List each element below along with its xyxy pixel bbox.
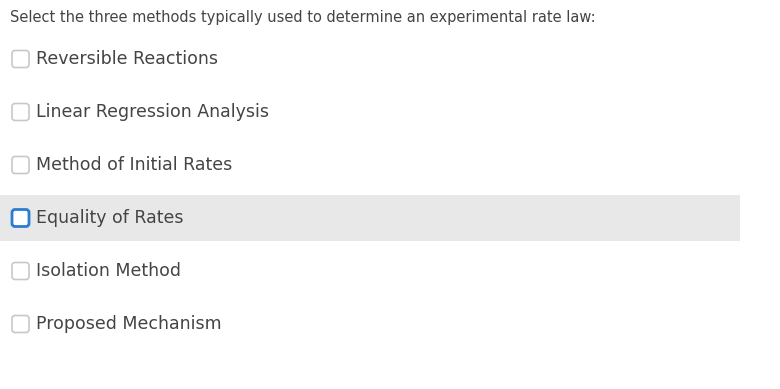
Text: Reversible Reactions: Reversible Reactions [36,50,218,68]
Text: Equality of Rates: Equality of Rates [36,209,183,227]
Text: Select the three methods typically used to determine an experimental rate law:: Select the three methods typically used … [10,10,596,25]
FancyBboxPatch shape [0,195,740,241]
FancyBboxPatch shape [12,263,29,280]
FancyBboxPatch shape [12,103,29,121]
Text: Proposed Mechanism: Proposed Mechanism [36,315,222,333]
Text: Isolation Method: Isolation Method [36,262,181,280]
Text: Method of Initial Rates: Method of Initial Rates [36,156,232,174]
Text: Linear Regression Analysis: Linear Regression Analysis [36,103,269,121]
FancyBboxPatch shape [12,51,29,68]
FancyBboxPatch shape [12,315,29,333]
FancyBboxPatch shape [12,210,29,226]
FancyBboxPatch shape [12,156,29,173]
